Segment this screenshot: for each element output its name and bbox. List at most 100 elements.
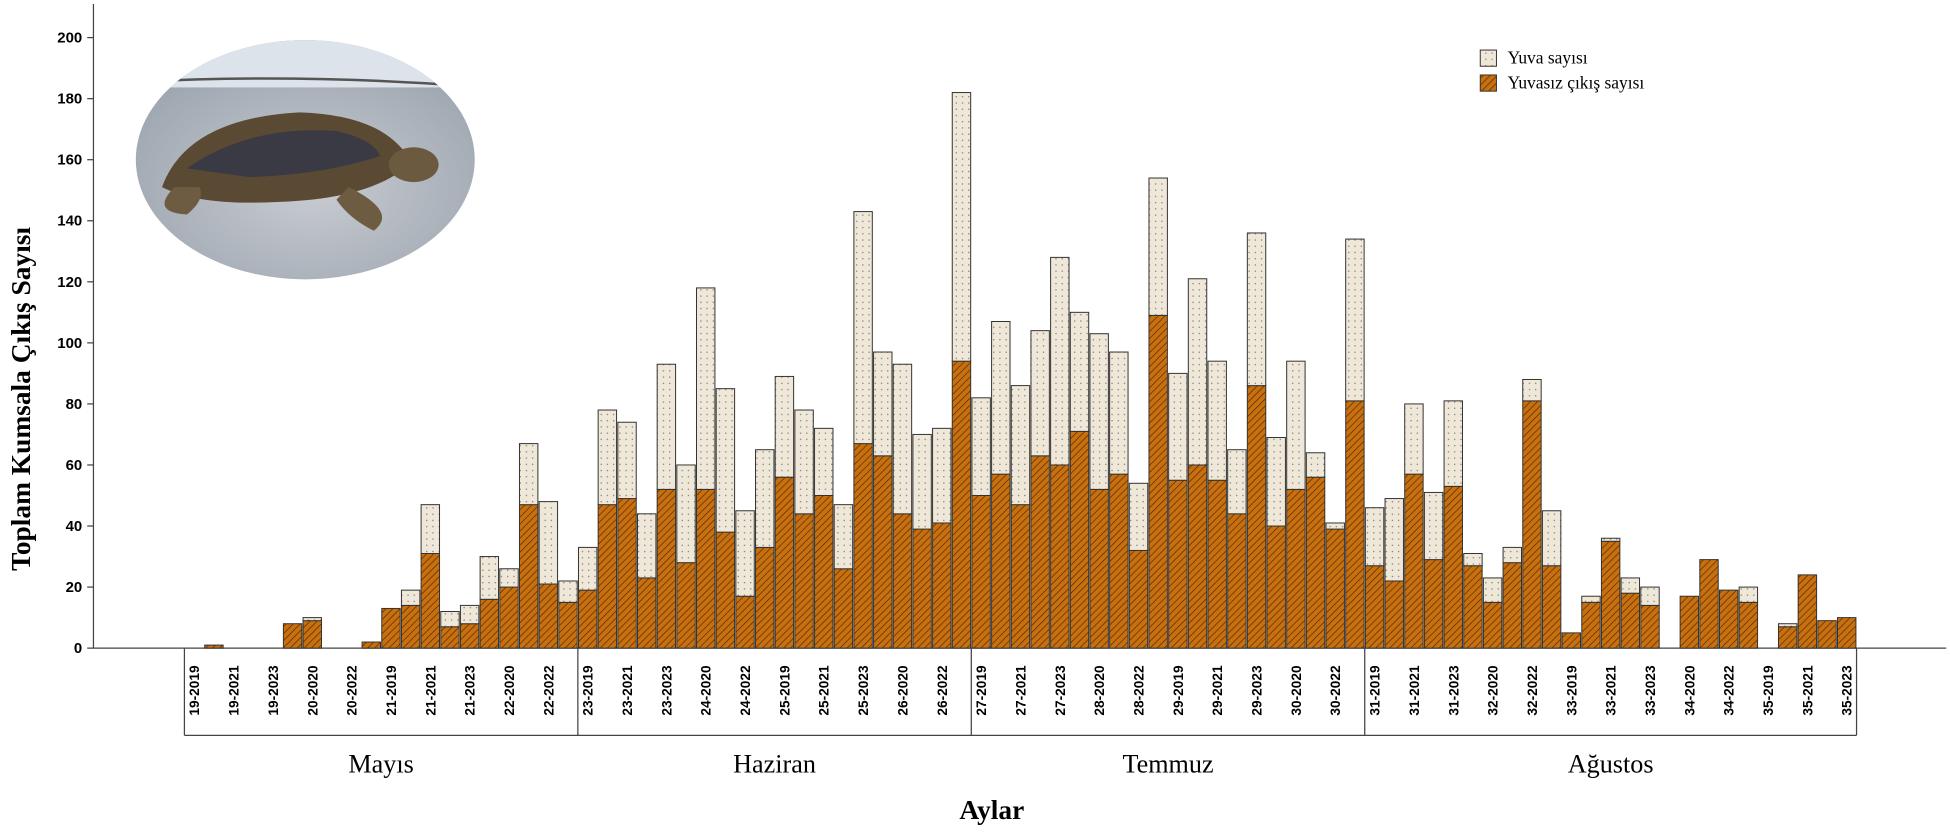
x-tick-label: 27-2021 [1013,665,1028,716]
x-tick-label: 20-2020 [305,665,320,716]
bar-segment [1208,361,1226,480]
x-tick-label: 26-2020 [895,665,910,716]
bar-segment [401,605,419,648]
bar-segment [1739,587,1757,602]
x-tick-label: 25-2021 [817,665,832,716]
y-tick-label: 40 [66,518,83,535]
bar-segment [736,596,754,648]
x-tick-label: 27-2023 [1053,665,1068,716]
bar-segment [913,529,931,648]
bar-segment [1070,312,1088,431]
x-tick-label: 23-2023 [659,665,674,716]
x-tick-label: 24-2020 [699,665,714,716]
bar-segment [1483,602,1501,648]
x-tick-label: 35-2021 [1800,665,1815,716]
legend-label: Yuvasız çıkış sayısı [1508,73,1645,93]
x-tick-label: 26-2022 [935,665,950,716]
bar-segment [736,511,754,596]
x-tick-label: 31-2023 [1446,665,1461,716]
bar-segment [1601,538,1619,541]
bar-segment [972,495,990,648]
bar-segment [618,422,636,498]
x-tick-label: 28-2020 [1092,665,1107,716]
turtle-photo [125,38,499,287]
bar-segment [1365,508,1383,566]
x-tick-label: 28-2022 [1131,665,1146,716]
group-label: Mayıs [348,750,413,779]
bar-segment [933,428,951,523]
bar-segment [1110,352,1128,474]
bar-segment [913,434,931,529]
x-tick-label: 35-2019 [1761,665,1776,716]
bar-segment [952,93,970,362]
bar-segment [1818,621,1836,648]
bar-segment [519,505,537,648]
bar-segment [559,602,577,648]
bar-segment [205,645,223,648]
chart: Toplam Kumsala Çıkış Sayısı Aylar 020406… [0,0,1950,834]
bar-segment [1110,474,1128,648]
x-tick-label: 21-2023 [463,665,478,716]
group-label: Haziran [733,750,816,779]
x-tick-label: 30-2022 [1328,665,1343,716]
bar-segment [578,547,596,590]
bar-segment [559,581,577,602]
bar-segment [1090,489,1108,648]
y-tick-label: 140 [57,213,82,230]
bar-segment [1444,401,1462,486]
bar-segment [303,618,321,621]
bar-segment [1582,602,1600,648]
bar-segment [1031,331,1049,456]
bar-segment [716,389,734,532]
bar-segment [1051,465,1069,648]
bar-segment [519,444,537,505]
bar-segment [657,364,675,489]
bar-segment [677,465,695,563]
bar-segment [480,599,498,648]
x-tick-label: 34-2022 [1722,665,1737,716]
bar-segment [795,410,813,514]
bar-segment [637,514,655,578]
bar-segment [1838,618,1856,649]
bar-segment [1169,480,1187,648]
bar-segment [1129,483,1147,550]
bar-segment [1031,456,1049,648]
bar-segment [303,621,321,648]
bar-segment [460,624,478,648]
bar-segment [362,642,380,648]
bar-segment [1680,596,1698,648]
bar-segment [637,578,655,648]
x-tick-label: 35-2023 [1840,665,1855,716]
bar-segment [1228,450,1246,514]
x-tick-label: 29-2021 [1210,665,1225,716]
bar-segment [874,352,892,456]
bar-segment [578,590,596,648]
bar-segment [697,489,715,648]
bar-segment [1778,627,1796,648]
bar-segment [1169,373,1187,480]
bar-segment [893,364,911,514]
x-tick-label: 31-2019 [1368,665,1383,716]
bar-segment [1149,178,1167,315]
bar-segment [1641,587,1659,605]
bar-segment [972,398,990,496]
bar-segment [1464,554,1482,566]
bar-segment [795,514,813,648]
x-tick-label: 33-2021 [1604,665,1619,716]
x-tick-label: 33-2019 [1564,665,1579,716]
bar-segment [992,474,1010,648]
bar-segment [1267,437,1285,526]
bar-segment [677,563,695,648]
bar-segment [834,505,852,569]
x-tick-label: 25-2023 [856,665,871,716]
bar-segment [1287,361,1305,489]
x-tick-label: 21-2021 [423,665,438,716]
bar-segment [1601,541,1619,648]
y-tick-label: 0 [74,640,82,657]
x-tick-label: 19-2023 [266,665,281,716]
x-tick-label: 32-2020 [1486,665,1501,716]
bar-segment [992,321,1010,474]
bar-segment [1483,578,1501,602]
bar-segment [775,376,793,477]
x-tick-label: 22-2022 [541,665,556,716]
